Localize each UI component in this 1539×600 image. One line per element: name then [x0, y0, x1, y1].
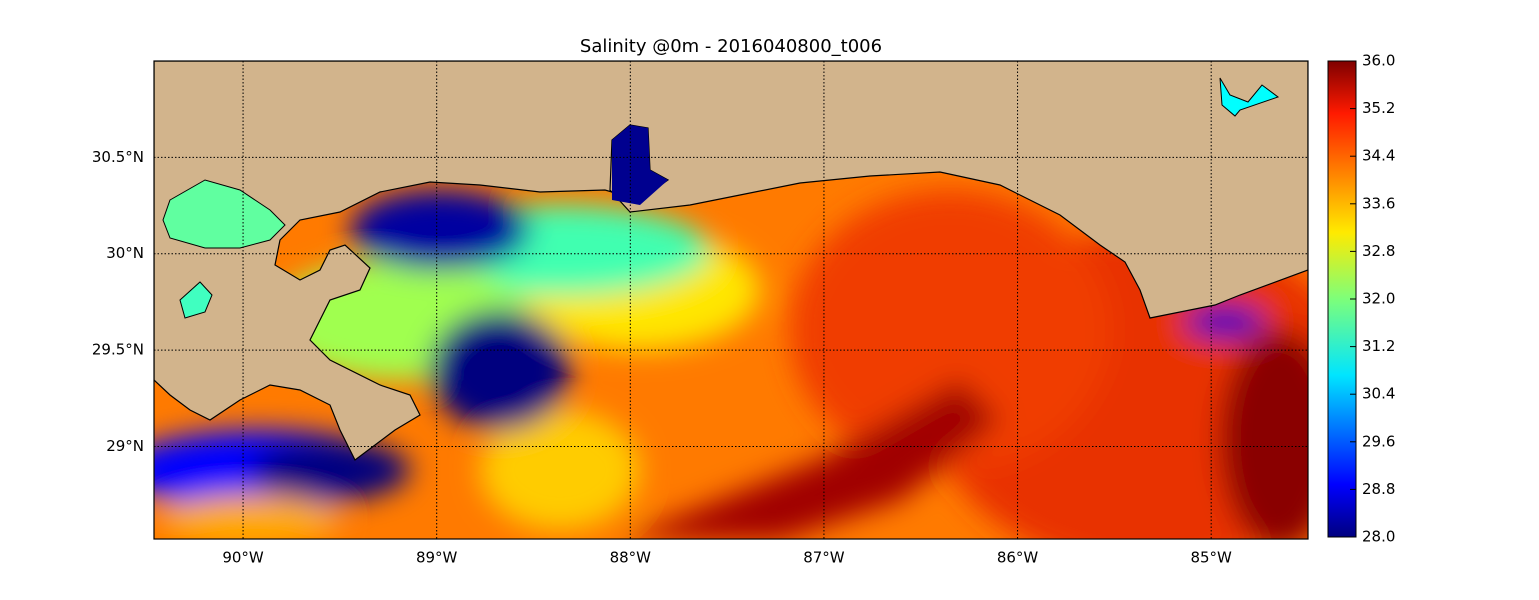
colorbar-tick-label: 30.4 [1362, 385, 1395, 403]
colorbar-tick-label: 29.6 [1362, 432, 1395, 450]
x-tick-label: 90°W [222, 549, 264, 567]
colorbar-tick-label: 32.0 [1362, 290, 1395, 308]
colorbar-tick-label: 32.8 [1362, 242, 1395, 260]
salinity-field [154, 61, 1308, 539]
title: Salinity @0m - 2016040800_t006 [580, 36, 882, 57]
x-tick-label: 89°W [416, 549, 458, 567]
bay [612, 125, 668, 205]
y-tick-label: 30.5°N [92, 148, 144, 166]
colorbar-tick-label: 31.2 [1362, 337, 1395, 355]
map-frame [153, 60, 1309, 540]
lake [1219, 77, 1280, 117]
y-tick-label: 30°N [106, 244, 144, 262]
colorbar-tick-label: 28.0 [1362, 528, 1395, 546]
colorbar-tick-label: 36.0 [1362, 52, 1395, 70]
lake [162, 179, 286, 249]
colorbar-tick-label: 35.2 [1362, 99, 1395, 117]
colorbar-tick-label: 33.6 [1362, 194, 1395, 212]
x-tick-label: 87°W [803, 549, 845, 567]
x-tick-label: 88°W [610, 549, 652, 567]
y-tick-label: 29.5°N [92, 341, 144, 359]
lake [179, 281, 213, 319]
y-tick-label: 29°N [106, 437, 144, 455]
colorbar-tick-label: 28.8 [1362, 480, 1395, 498]
land [154, 61, 1308, 461]
x-tick-label: 86°W [997, 549, 1039, 567]
x-tick-label: 85°W [1190, 549, 1232, 567]
colorbar-tick-label: 34.4 [1362, 147, 1395, 165]
